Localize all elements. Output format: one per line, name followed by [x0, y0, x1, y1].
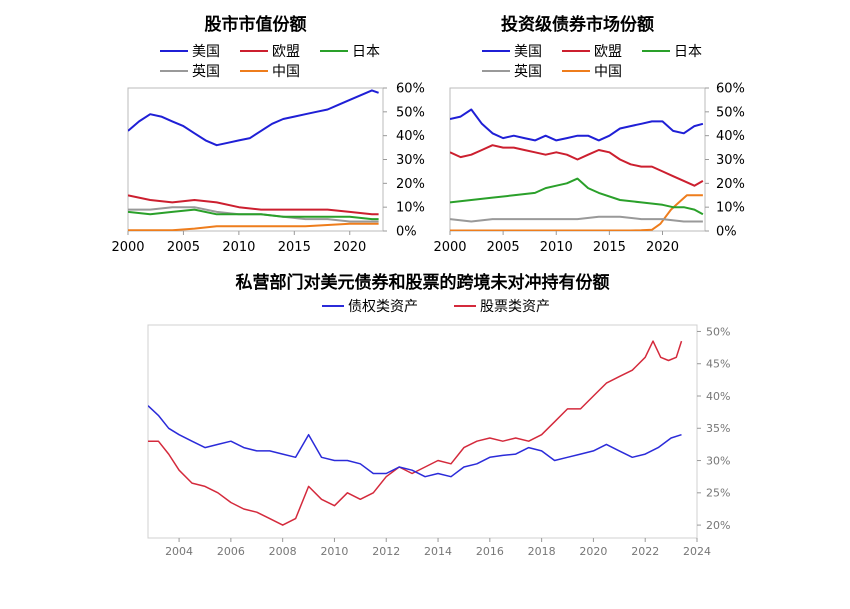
- series-line-美国: [450, 108, 704, 142]
- y-tick-label: 40%: [396, 129, 425, 144]
- series-group: [148, 340, 683, 526]
- x-tick-label: 2010: [540, 240, 573, 255]
- x-tick-label: 2018: [528, 545, 556, 558]
- series-line-股票类资产: [148, 340, 683, 526]
- legend-label: 英国: [192, 63, 220, 80]
- legend-label: 日本: [674, 44, 702, 60]
- legend-label: 欧盟: [272, 44, 300, 60]
- x-tick-label: 2010: [222, 240, 255, 255]
- x-tick-label: 2005: [487, 240, 520, 255]
- series-line-中国: [450, 194, 703, 231]
- x-tick-label: 2016: [476, 545, 504, 558]
- series-line-美国: [128, 89, 379, 147]
- legend-label: 美国: [192, 44, 220, 60]
- y-tick-label: 20%: [396, 177, 425, 192]
- ig-bond-market-share-chart: 投资级债券市场份额 2000 2005 2010 2015 2020 0% 10% 20% 30%…: [433, 14, 744, 255]
- legend-label: 英国: [514, 63, 542, 80]
- x-tick-label: 2006: [217, 545, 245, 558]
- y-tick-label: 60%: [716, 82, 745, 97]
- y-tick-label: 45%: [706, 358, 730, 371]
- x-tick-label: 2015: [278, 240, 311, 255]
- y-tick-label: 0%: [716, 225, 737, 240]
- y-tick-label: 60%: [396, 82, 425, 97]
- y-tick-label: 0%: [396, 225, 417, 240]
- series-line-债权类资产: [148, 405, 682, 478]
- plot-frame: [147, 324, 698, 539]
- series-line-欧盟: [128, 194, 379, 216]
- y-tick-label: 20%: [716, 177, 745, 192]
- y-tick-label: 40%: [706, 390, 730, 403]
- series-line-日本: [128, 208, 379, 221]
- y-tick-label: 30%: [396, 153, 425, 168]
- x-tick-label: 2004: [165, 545, 193, 558]
- legend-label: 债权类资产: [348, 299, 418, 315]
- chart-title: 投资级债券市场份额: [501, 14, 654, 35]
- series-line-日本: [450, 177, 704, 216]
- x-tick-label: 2020: [646, 240, 679, 255]
- y-tick-label: 50%: [396, 105, 425, 120]
- y-tick-label: 20%: [706, 519, 730, 532]
- x-tick-label: 2005: [167, 240, 200, 255]
- x-tick-label: 2015: [593, 240, 626, 255]
- y-tick-label: 35%: [706, 422, 730, 435]
- x-tick-label: 2010: [320, 545, 348, 558]
- chart-title: 私营部门对美元债券和股票的跨境未对冲持有份额: [236, 272, 610, 293]
- legend-label: 中国: [594, 64, 622, 80]
- legend-label: 美国: [514, 44, 542, 60]
- series-group: [450, 108, 704, 231]
- x-tick-label: 2020: [333, 240, 366, 255]
- y-tick-label: 50%: [706, 325, 730, 338]
- legend-label: 中国: [272, 64, 300, 80]
- y-tick-label: 40%: [716, 129, 745, 144]
- series-group: [128, 89, 379, 231]
- x-tick-label: 2022: [631, 545, 659, 558]
- y-tick-label: 30%: [716, 153, 745, 168]
- series-line-英国: [450, 215, 703, 223]
- y-tick-label: 50%: [716, 105, 745, 120]
- legend-label: 日本: [352, 44, 380, 60]
- series-line-中国: [128, 222, 379, 231]
- x-tick-label: 2008: [269, 545, 297, 558]
- y-tick-label: 10%: [716, 201, 745, 216]
- y-tick-label: 10%: [396, 201, 425, 216]
- cross-border-holdings-chart: 私营部门对美元债券和股票的跨境未对冲持有份额 2004 2006 2008 2010 20…: [147, 272, 730, 558]
- chart-title: 股市市值份额: [205, 14, 307, 35]
- x-tick-label: 2000: [111, 240, 144, 255]
- series-line-欧盟: [450, 144, 704, 187]
- stock-market-share-chart: 股市市值份额 2000 2005 2010 2015 2020 0% 10% 20% 30% 40%…: [111, 14, 424, 255]
- x-tick-label: 2014: [424, 545, 452, 558]
- x-tick-label: 2000: [433, 240, 466, 255]
- y-tick-label: 25%: [706, 487, 730, 500]
- legend-label: 欧盟: [594, 44, 622, 60]
- x-tick-label: 2024: [683, 545, 711, 558]
- x-tick-label: 2020: [579, 545, 607, 558]
- legend-label: 股票类资产: [480, 299, 550, 315]
- x-tick-label: 2012: [372, 545, 400, 558]
- y-tick-label: 30%: [706, 454, 730, 467]
